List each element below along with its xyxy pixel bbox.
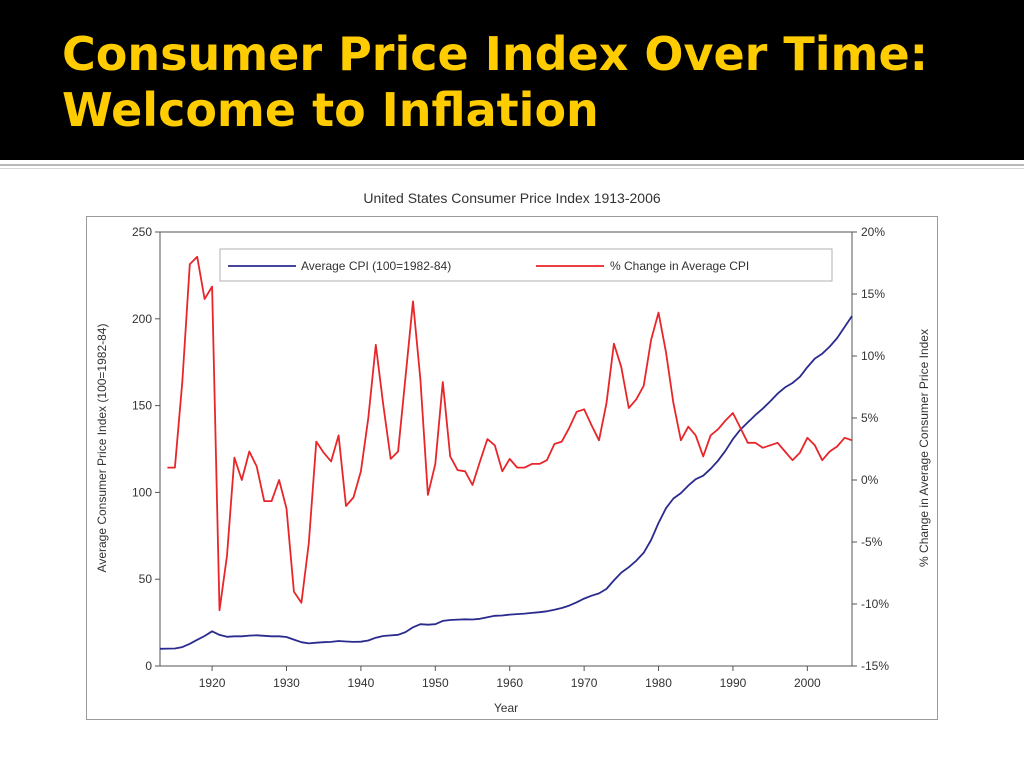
x-axis-label: Year	[494, 701, 518, 715]
left-tick-label: 0	[145, 659, 152, 673]
right-tick-label: 20%	[861, 225, 885, 239]
chart-legend: Average CPI (100=1982-84) % Change in Av…	[219, 248, 833, 282]
chart-frame	[86, 216, 938, 720]
x-tick-label: 1970	[571, 676, 598, 690]
right-tick-label: -5%	[861, 535, 883, 549]
left-tick-label: 200	[132, 312, 152, 326]
left-tick-label: 150	[132, 399, 152, 413]
x-tick-label: 1920	[199, 676, 226, 690]
legend-label-cpi: Average CPI (100=1982-84)	[301, 259, 451, 273]
chart-title: United States Consumer Price Index 1913-…	[363, 190, 660, 206]
legend-box	[219, 248, 833, 282]
x-tick-label: 1990	[720, 676, 747, 690]
slide-title-line-1: Consumer Price Index Over Time:	[62, 27, 929, 81]
right-axis-label: % Change in Average Consumer Price Index	[917, 329, 931, 567]
right-axis: -15% -10% -5% 0% 5% 10% 15% 20%	[852, 225, 889, 673]
x-tick-label: 1930	[273, 676, 300, 690]
right-tick-label: -10%	[861, 597, 889, 611]
plot-border	[159, 231, 853, 667]
left-tick-label: 50	[139, 572, 153, 586]
left-axis: 0 50 100 150 200 250	[132, 225, 160, 673]
legend-label-pct-change: % Change in Average CPI	[610, 259, 749, 273]
header-divider-thin	[0, 168, 1024, 169]
right-tick-label: -15%	[861, 659, 889, 673]
series-layer	[159, 255, 853, 650]
slide-title: Consumer Price Index Over Time: Welcome …	[62, 26, 1002, 138]
header-divider	[0, 164, 1024, 166]
right-tick-label: 0%	[861, 473, 879, 487]
x-axis: 1920 1930 1940 1950 1960 1970 1980 1990 2000	[199, 666, 821, 690]
series-line-pct-change	[167, 255, 853, 612]
left-axis-label: Average Consumer Price Index (100=1982-8…	[95, 324, 109, 573]
plot-area	[159, 231, 853, 667]
x-tick-label: 1950	[422, 676, 449, 690]
series-line-average-cpi	[159, 315, 853, 650]
x-tick-label: 2000	[794, 676, 821, 690]
right-tick-label: 10%	[861, 349, 885, 363]
x-tick-label: 1960	[496, 676, 523, 690]
left-tick-label: 250	[132, 225, 152, 239]
x-tick-label: 1980	[645, 676, 672, 690]
slide-header: Consumer Price Index Over Time: Welcome …	[0, 0, 1024, 160]
left-tick-label: 100	[132, 485, 152, 499]
right-tick-label: 5%	[861, 411, 879, 425]
x-tick-label: 1940	[348, 676, 375, 690]
slide-title-line-2: Welcome to Inflation	[62, 83, 599, 137]
right-tick-label: 15%	[861, 287, 885, 301]
